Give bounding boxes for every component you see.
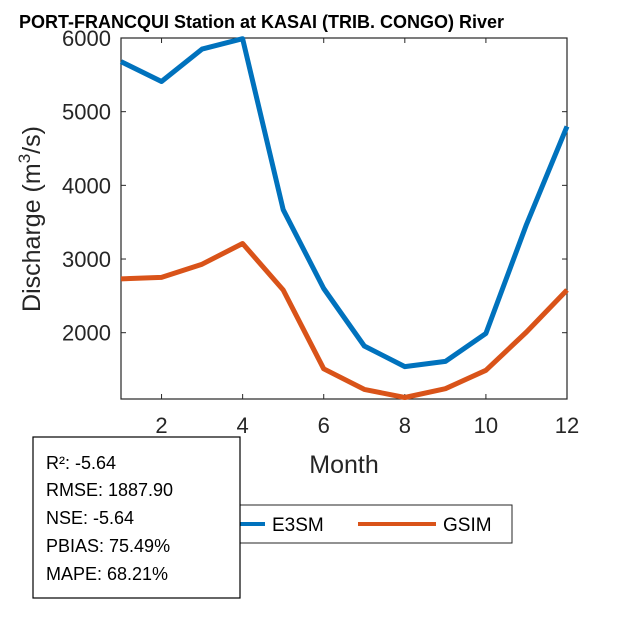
stats-box-frame — [32, 436, 241, 599]
stats-box: R²: -5.64 RMSE: 1887.90 NSE: -5.64 PBIAS… — [32, 436, 241, 599]
y-tick-label-5000: 5000 — [62, 100, 111, 125]
y-axis-label-main: Discharge (m — [18, 163, 46, 312]
y-tick-label-4000: 4000 — [62, 173, 111, 198]
x-tick-label-2: 2 — [155, 413, 167, 438]
x-axis-label: Month — [309, 451, 378, 479]
chart-title: PORT-FRANCQUI Station at KASAI (TRIB. CO… — [19, 12, 504, 32]
y-axis: 2000 3000 4000 5000 6000 — [62, 26, 567, 346]
stat-r2: R²: -5.64 — [46, 453, 116, 473]
stat-mape: MAPE: 68.21% — [46, 564, 168, 584]
series-lines — [119, 36, 570, 400]
y-axis-label: Discharge (m3/s) — [15, 126, 46, 312]
x-tick-label-8: 8 — [399, 413, 411, 438]
y-tick-label-3000: 3000 — [62, 247, 111, 272]
legend-label-gsim: GSIM — [443, 515, 492, 536]
y-tick-label-6000: 6000 — [62, 26, 111, 51]
stat-nse: NSE: -5.64 — [46, 508, 134, 528]
y-axis-label-end: /s) — [18, 126, 46, 154]
x-tick-label-6: 6 — [318, 413, 330, 438]
plot-area — [120, 37, 568, 400]
stat-rmse: RMSE: 1887.90 — [46, 480, 173, 500]
x-axis: 2 4 6 8 10 12 — [155, 38, 579, 438]
legend-label-e3sm: E3SM — [272, 515, 324, 536]
stat-pbias: PBIAS: 75.49% — [46, 536, 170, 556]
x-tick-label-10: 10 — [474, 413, 498, 438]
series-line-gsim — [120, 241, 569, 400]
x-tick-label-12: 12 — [555, 413, 579, 438]
y-axis-label-superscript: 3 — [15, 154, 34, 163]
legend: E3SM GSIM — [204, 504, 513, 544]
series-line-e3sm — [119, 36, 570, 370]
x-tick-label-4: 4 — [237, 413, 249, 438]
y-tick-label-2000: 2000 — [62, 321, 111, 346]
